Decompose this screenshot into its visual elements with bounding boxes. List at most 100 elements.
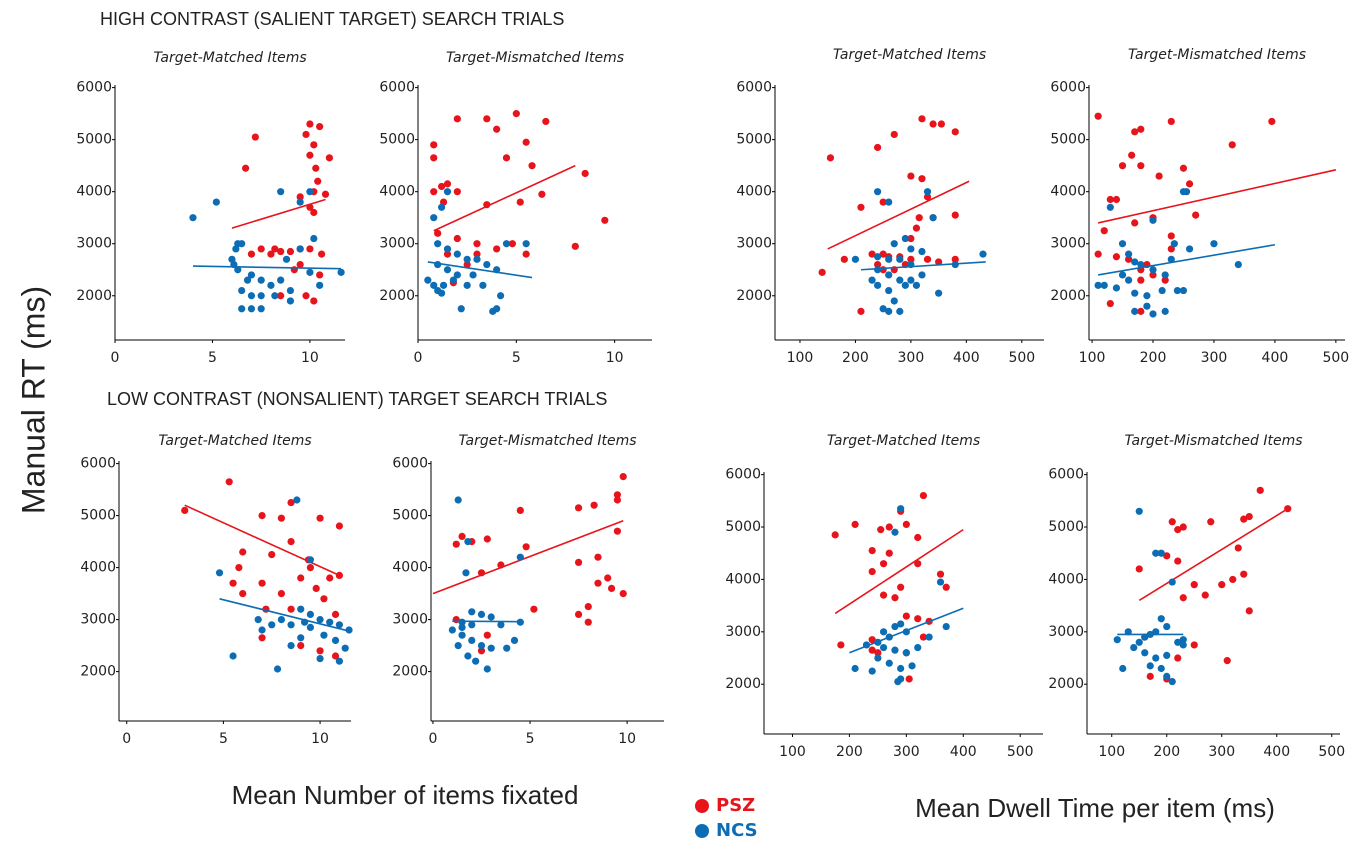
point xyxy=(914,533,922,542)
point xyxy=(320,631,328,639)
point xyxy=(1167,117,1175,126)
point xyxy=(1157,615,1165,623)
point xyxy=(282,255,291,263)
point xyxy=(1137,162,1145,170)
point xyxy=(522,250,530,258)
point xyxy=(902,649,910,657)
point xyxy=(1143,292,1151,300)
y-tick-label: 2000 xyxy=(736,288,772,304)
point xyxy=(1119,664,1127,673)
point xyxy=(1201,591,1209,599)
x-tick-label: 500 xyxy=(1322,350,1349,366)
point xyxy=(268,551,276,559)
point xyxy=(1163,651,1171,660)
panel-title: Target-Matched Items xyxy=(833,47,986,63)
point xyxy=(1174,526,1182,534)
point xyxy=(454,642,462,650)
point xyxy=(306,564,314,572)
point xyxy=(594,579,602,587)
point xyxy=(257,305,265,313)
point xyxy=(287,538,295,546)
point xyxy=(473,240,481,248)
x-tick-label: 100 xyxy=(1098,744,1125,760)
point xyxy=(885,198,893,206)
point xyxy=(239,590,247,598)
point xyxy=(951,128,959,136)
point xyxy=(212,198,220,206)
point xyxy=(914,615,922,623)
point xyxy=(1179,594,1187,602)
point xyxy=(337,268,345,276)
point xyxy=(1135,507,1143,515)
point xyxy=(1128,151,1136,159)
point xyxy=(458,618,466,626)
point xyxy=(522,240,530,248)
point xyxy=(1210,240,1218,248)
y-tick-label: 3000 xyxy=(392,612,428,628)
point xyxy=(897,583,905,591)
panel-title: Target-Matched Items xyxy=(158,433,311,449)
point xyxy=(473,255,481,263)
legend-marker xyxy=(695,824,709,838)
point xyxy=(306,245,314,253)
point xyxy=(1135,565,1143,573)
point xyxy=(516,618,524,626)
point xyxy=(468,621,476,629)
point xyxy=(297,642,305,650)
fit-line xyxy=(184,504,340,577)
point xyxy=(1125,255,1133,263)
point xyxy=(1131,219,1139,227)
fit-line xyxy=(860,261,986,271)
x-tick-label: 0 xyxy=(414,350,423,366)
x-tick-label: 5 xyxy=(208,350,217,366)
point xyxy=(919,491,928,500)
y-tick-label: 6000 xyxy=(1050,80,1086,96)
point xyxy=(1130,643,1138,652)
point xyxy=(483,115,491,123)
point xyxy=(1182,188,1191,196)
point xyxy=(1118,162,1127,170)
point xyxy=(443,180,452,188)
series: PSZ xyxy=(430,110,609,287)
point xyxy=(434,240,442,248)
point xyxy=(479,281,487,289)
point xyxy=(902,520,910,529)
point xyxy=(268,621,276,629)
point xyxy=(1245,607,1253,615)
point xyxy=(1167,255,1175,263)
point xyxy=(316,616,324,624)
point xyxy=(229,579,237,587)
point xyxy=(951,255,959,263)
point xyxy=(310,141,318,149)
x-tick-label: 500 xyxy=(1318,744,1345,760)
point xyxy=(1179,164,1188,172)
point xyxy=(868,636,876,644)
y-tick-label: 5000 xyxy=(725,519,761,535)
point xyxy=(1112,284,1121,292)
point xyxy=(885,549,893,557)
point xyxy=(885,523,893,531)
point xyxy=(574,504,583,512)
point xyxy=(310,208,318,217)
point xyxy=(316,514,324,522)
x-tick-label: 500 xyxy=(1007,744,1034,760)
point xyxy=(1161,276,1169,284)
point xyxy=(483,535,491,543)
point xyxy=(277,590,285,598)
point xyxy=(912,224,921,232)
point xyxy=(241,164,250,172)
x-axis-label: Mean Number of items fixated xyxy=(232,780,579,810)
y-tick-label: 5000 xyxy=(80,508,116,524)
point xyxy=(306,268,314,276)
point xyxy=(942,622,950,631)
point xyxy=(493,125,501,133)
point xyxy=(277,276,285,284)
y-tick-label: 4000 xyxy=(392,560,428,576)
point xyxy=(1137,260,1145,269)
point xyxy=(503,644,511,652)
y-tick-label: 3000 xyxy=(1048,624,1084,640)
x-tick-label: 200 xyxy=(1140,350,1167,366)
series: NCS xyxy=(851,188,987,315)
x-tick-label: 0 xyxy=(122,731,131,747)
y-tick-label: 6000 xyxy=(80,456,116,472)
